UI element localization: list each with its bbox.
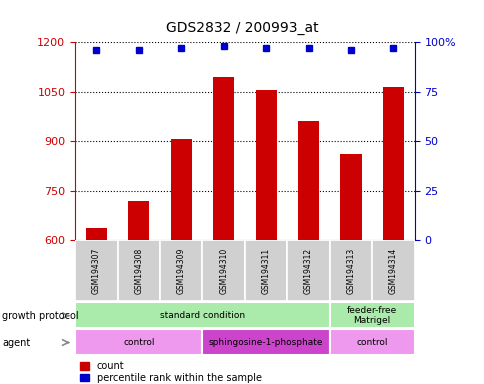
Bar — [86, 228, 107, 240]
Bar — [255, 90, 276, 240]
Bar — [160, 240, 202, 301]
Bar — [128, 201, 149, 240]
Bar — [244, 240, 287, 301]
Bar — [170, 139, 192, 240]
Text: GSM194314: GSM194314 — [388, 248, 397, 294]
Bar — [287, 240, 329, 301]
Bar — [382, 87, 403, 240]
Text: GSM194310: GSM194310 — [219, 248, 228, 294]
Bar — [329, 329, 414, 355]
Text: control: control — [123, 338, 154, 347]
Text: GSM194308: GSM194308 — [134, 248, 143, 294]
Text: growth protocol: growth protocol — [2, 311, 79, 321]
Text: standard condition: standard condition — [160, 311, 244, 320]
Legend: count, percentile rank within the sample: count, percentile rank within the sample — [80, 361, 261, 383]
Bar — [212, 77, 234, 240]
Text: GSM194313: GSM194313 — [346, 248, 355, 294]
Text: GSM194309: GSM194309 — [176, 248, 185, 294]
Bar — [297, 121, 318, 240]
Text: control: control — [356, 338, 387, 347]
Bar — [75, 329, 202, 355]
Bar — [75, 240, 117, 301]
Text: GSM194311: GSM194311 — [261, 248, 270, 294]
Bar — [117, 240, 160, 301]
Text: agent: agent — [2, 338, 30, 348]
Text: GDS2832 / 200993_at: GDS2832 / 200993_at — [166, 21, 318, 35]
Text: sphingosine-1-phosphate: sphingosine-1-phosphate — [209, 338, 323, 347]
Bar — [329, 240, 372, 301]
Text: GSM194312: GSM194312 — [303, 248, 313, 294]
Bar — [329, 302, 414, 328]
Bar — [202, 329, 329, 355]
Text: feeder-free
Matrigel: feeder-free Matrigel — [347, 306, 396, 325]
Bar — [372, 240, 414, 301]
Bar — [340, 154, 361, 240]
Text: GSM194307: GSM194307 — [91, 248, 101, 294]
Bar — [75, 302, 329, 328]
Bar — [202, 240, 244, 301]
